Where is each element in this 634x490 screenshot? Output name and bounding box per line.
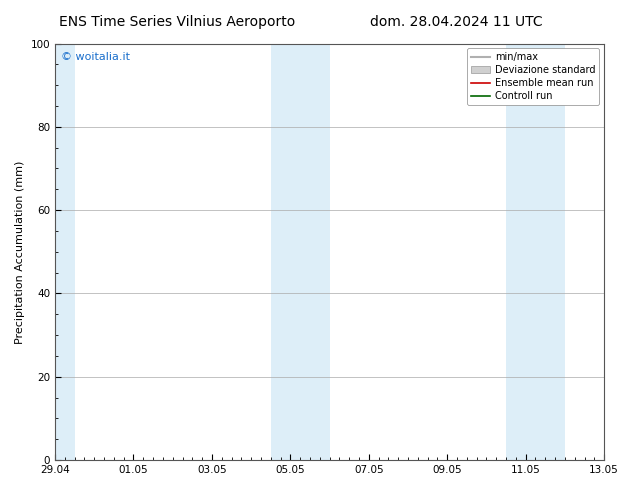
Text: dom. 28.04.2024 11 UTC: dom. 28.04.2024 11 UTC [370,15,543,29]
Bar [55,44,75,460]
Text: © woitalia.it: © woitalia.it [60,52,129,62]
Y-axis label: Precipitation Accumulation (mm): Precipitation Accumulation (mm) [15,160,25,343]
Bar [506,44,565,460]
Text: ENS Time Series Vilnius Aeroporto: ENS Time Series Vilnius Aeroporto [60,15,295,29]
Bar [271,44,330,460]
Legend: min/max, Deviazione standard, Ensemble mean run, Controll run: min/max, Deviazione standard, Ensemble m… [467,49,599,105]
